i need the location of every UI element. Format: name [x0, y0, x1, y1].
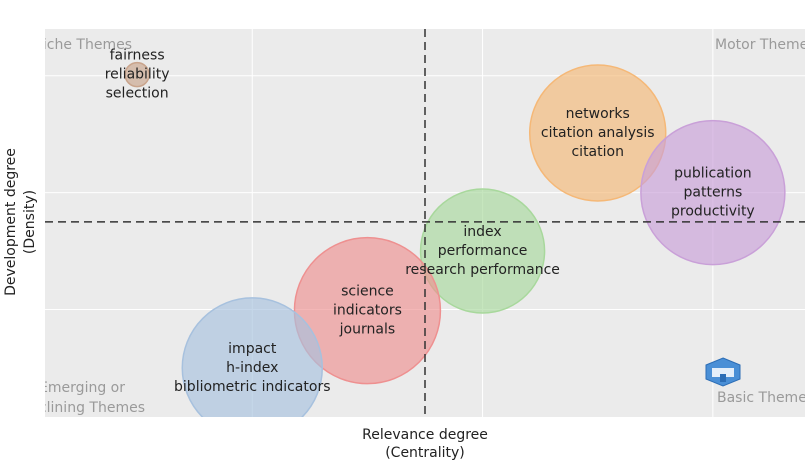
bubble [419, 188, 546, 314]
quadrant-label: Declining Themes [20, 400, 145, 416]
quadrant-label: Niche Themes [32, 37, 132, 53]
bubble [293, 236, 442, 385]
logo-icon [705, 357, 741, 387]
quadrant-label: Basic Themes [717, 390, 812, 406]
bubble-label: productivity [671, 204, 755, 220]
bubble-label: indicators [333, 303, 402, 319]
bubble-label: research performance [405, 262, 560, 278]
bubble-label: journals [339, 322, 395, 338]
bubble-label: citation [571, 144, 623, 160]
bubble-label: index [463, 224, 501, 240]
bubble-label: bibliometric indicators [174, 379, 330, 395]
x-axis-title: (Centrality) [385, 445, 465, 461]
bubble-label: performance [438, 243, 528, 259]
bubble [528, 64, 667, 202]
bubble-label: patterns [684, 185, 743, 201]
bubble [640, 119, 786, 266]
x-axis-title: Relevance degree [362, 427, 488, 443]
bubble-label: citation analysis [541, 125, 655, 141]
quadrant-label: Motor Themes [715, 37, 812, 53]
bubble-label: publication [674, 166, 752, 182]
bubble-label: h-index [226, 360, 278, 376]
y-axis-title: Development degree [3, 148, 19, 296]
bubble-label: networks [566, 106, 630, 122]
bubble-label: impact [228, 341, 277, 357]
bubble-label: reliability [105, 67, 170, 83]
quadrant-label: Emerging or [39, 380, 125, 396]
bubble-label: science [341, 284, 394, 300]
bubble [124, 61, 150, 88]
y-axis-title: (Density) [22, 190, 38, 254]
bubble-label: fairness [110, 48, 165, 64]
bubble-label: selection [106, 86, 169, 102]
bubble [181, 297, 324, 417]
